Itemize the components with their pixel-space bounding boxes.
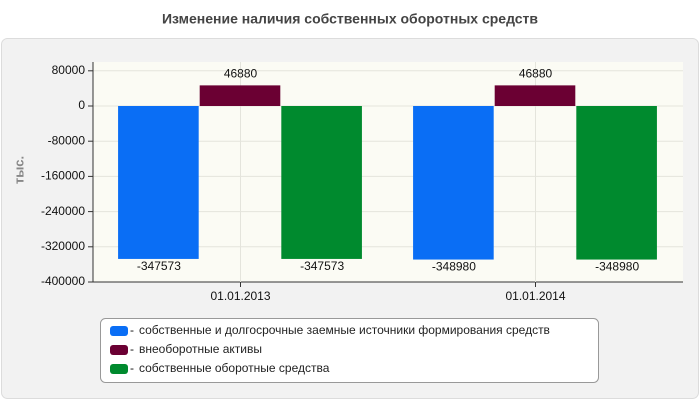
legend-dash: - xyxy=(130,361,134,375)
legend xyxy=(100,318,599,383)
legend-swatch xyxy=(110,364,128,374)
legend-label: собственные оборотные средства xyxy=(139,361,330,375)
y-tick-label: -320000 xyxy=(41,239,85,253)
bar xyxy=(281,106,362,259)
data-label: 46880 xyxy=(519,67,553,81)
legend-label: внеоборотные активы xyxy=(139,342,262,356)
y-tick-label: -80000 xyxy=(48,133,86,147)
legend-swatch xyxy=(110,326,128,336)
bar xyxy=(494,85,576,106)
x-tick-label: 01.01.2014 xyxy=(505,289,565,303)
x-tick-label: 01.01.2013 xyxy=(210,289,270,303)
y-axis-label: тыс. xyxy=(11,156,26,184)
legend-label: собственные и долгосрочные заемные источ… xyxy=(139,323,550,337)
data-label: -347573 xyxy=(300,259,344,273)
chart-title: Изменение наличия собственных оборотных … xyxy=(162,11,538,27)
y-tick-label: -400000 xyxy=(41,274,85,288)
data-label: 46880 xyxy=(224,67,258,81)
y-tick-label: -240000 xyxy=(41,204,85,218)
y-tick-label: -160000 xyxy=(41,169,85,183)
bar xyxy=(576,106,657,260)
data-label: -348980 xyxy=(595,260,639,274)
bar xyxy=(118,106,199,259)
legend-dash: - xyxy=(130,342,134,356)
y-tick-label: 80000 xyxy=(52,63,86,77)
bar xyxy=(199,85,281,106)
bar xyxy=(413,106,494,260)
data-label: -348980 xyxy=(432,260,476,274)
y-tick-label: 0 xyxy=(78,98,85,112)
legend-dash: - xyxy=(130,323,134,337)
data-label: -347573 xyxy=(137,259,181,273)
legend-swatch xyxy=(110,345,128,355)
